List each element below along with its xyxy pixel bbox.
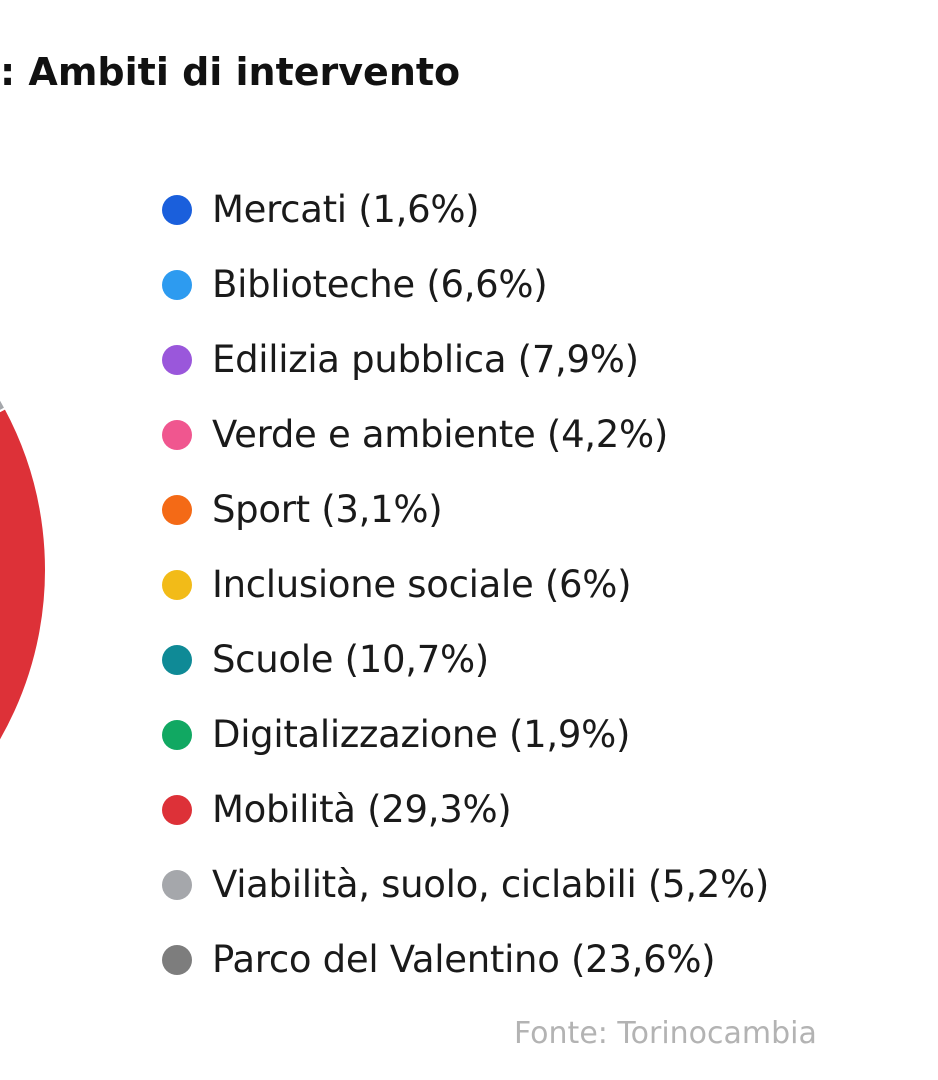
legend-label: Verde e ambiente (4,2%) <box>212 413 668 456</box>
legend-label: Sport (3,1%) <box>212 488 443 531</box>
legend-item: Verde e ambiente (4,2%) <box>162 397 769 472</box>
legend-label: Inclusione sociale (6%) <box>212 563 632 606</box>
source-note: Fonte: Torinocambia <box>514 1016 817 1051</box>
legend-label: Mobilità (29,3%) <box>212 788 512 831</box>
legend-item: Mercati (1,6%) <box>162 172 769 247</box>
legend-item: Digitalizzazione (1,9%) <box>162 697 769 772</box>
legend-item: Scuole (10,7%) <box>162 622 769 697</box>
legend-swatch <box>162 569 192 600</box>
legend-label: Edilizia pubblica (7,9%) <box>212 338 639 381</box>
legend-swatch <box>162 419 192 450</box>
legend-swatch <box>162 269 192 300</box>
legend-item: Sport (3,1%) <box>162 472 769 547</box>
legend-swatch <box>162 344 192 375</box>
legend-label: Viabilità, suolo, ciclabili (5,2%) <box>212 863 769 906</box>
chart-title: : Ambiti di intervento <box>0 50 461 94</box>
legend-swatch <box>162 494 192 525</box>
legend-item: Edilizia pubblica (7,9%) <box>162 322 769 397</box>
legend-swatch <box>162 194 192 225</box>
legend-item: Mobilità (29,3%) <box>162 772 769 847</box>
legend-item: Biblioteche (6,6%) <box>162 247 769 322</box>
legend-swatch <box>162 869 192 900</box>
legend-label: Digitalizzazione (1,9%) <box>212 713 631 756</box>
legend-item: Parco del Valentino (23,6%) <box>162 922 769 997</box>
legend-swatch <box>162 719 192 750</box>
legend-label: Parco del Valentino (23,6%) <box>212 938 716 981</box>
legend-item: Viabilità, suolo, ciclabili (5,2%) <box>162 847 769 922</box>
legend-item: Inclusione sociale (6%) <box>162 547 769 622</box>
legend-swatch <box>162 944 192 975</box>
legend-label: Biblioteche (6,6%) <box>212 263 548 306</box>
chart-legend: Mercati (1,6%) Biblioteche (6,6%) Edilizia… <box>162 172 769 997</box>
legend-label: Mercati (1,6%) <box>212 188 480 231</box>
pie-slice <box>0 406 48 744</box>
pie-slice <box>0 396 7 413</box>
legend-swatch <box>162 644 192 675</box>
legend-swatch <box>162 794 192 825</box>
legend-label: Scuole (10,7%) <box>212 638 489 681</box>
